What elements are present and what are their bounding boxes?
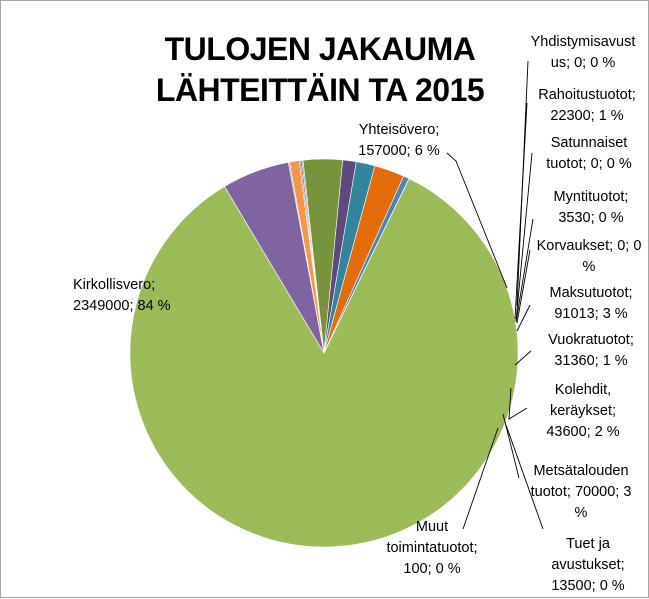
leader-line-metsätalouden-tuotot bbox=[502, 413, 520, 479]
data-label-line: Rahoitustuotot; bbox=[538, 87, 636, 103]
data-label-metsätalouden-tuotot: Metsätalouden tuotot; 70000; 3% bbox=[531, 463, 632, 521]
data-label-line: Yhdistymisavust bbox=[531, 34, 636, 50]
leader-line-myntituotot bbox=[515, 218, 534, 323]
chart-title-line-1: TULOJEN JAKAUMA bbox=[165, 31, 476, 67]
data-label-line: Yhteisövero; bbox=[359, 122, 440, 138]
data-label-line: Myntituotot; bbox=[554, 189, 629, 205]
data-label-line: Tuet ja bbox=[566, 536, 611, 552]
data-label-line: 157000; 6 % bbox=[358, 143, 440, 159]
leader-line-maksutuotot bbox=[516, 304, 531, 332]
data-label-line: 2349000; 84 % bbox=[73, 298, 171, 314]
data-label-kirkollisvero: Kirkollisvero; 2349000; 84 % bbox=[73, 277, 171, 314]
slices-layer bbox=[129, 158, 519, 548]
data-label-yhdistymisavustus: Yhdistymisavust us; 0; 0 % bbox=[531, 34, 636, 71]
data-label-line: 13500; 0 % bbox=[551, 578, 624, 594]
leader-line-muut-toimintatuotot bbox=[462, 427, 499, 530]
leader-line-kolehdit-keräykset bbox=[508, 387, 528, 420]
data-label-line: 91013; 3 % bbox=[554, 306, 627, 322]
data-label-line: toimintatuotot; bbox=[386, 540, 477, 556]
data-label-line: tuotot; 70000; 3 bbox=[531, 484, 632, 500]
data-label-maksutuotot: Maksutuotot; 91013; 3 % bbox=[549, 285, 632, 322]
data-label-line: us; 0; 0 % bbox=[551, 55, 616, 71]
data-label-line: Muut bbox=[416, 519, 448, 535]
leader-line-yhteisövero bbox=[446, 152, 508, 289]
data-label-line: Vuokratuotot; bbox=[548, 332, 634, 348]
chart-title-line-2: LÄHTEITTÄIN TA 2015 bbox=[156, 72, 484, 108]
data-label-yhteisövero: Yhteisövero; 157000; 6 % bbox=[358, 122, 440, 159]
data-label-vuokratuotot: Vuokratuotot; 31360; 1 % bbox=[548, 332, 634, 369]
data-label-line: 3530; 0 % bbox=[558, 210, 623, 226]
data-label-line: 43600; 2 % bbox=[546, 424, 619, 440]
data-label-line: Korvaukset; 0; 0 bbox=[537, 238, 642, 254]
data-label-satunnaiset-tuotot: Satunnaiset tuotot; 0; 0 % bbox=[546, 135, 632, 172]
data-label-tuet-ja-avustukset: Tuet ja avustukset; 13500; 0 % bbox=[551, 536, 624, 594]
labels-layer: Kirkollisvero; 2349000; 84 % Yhteisövero; 1… bbox=[73, 34, 641, 594]
leader-line-tuet-ja-avustukset bbox=[505, 424, 544, 530]
data-label-line: avustukset; bbox=[551, 557, 624, 573]
data-label-line: keräykset; bbox=[550, 403, 616, 419]
pie-slice-muut-toimintatuotot bbox=[323, 178, 410, 354]
leader-line-rahoitustuotot bbox=[514, 102, 528, 320]
data-label-muut-toimintatuotot: Muut toimintatuotot; 100; 0 % bbox=[386, 519, 477, 577]
data-label-line: Kolehdit, bbox=[555, 382, 611, 398]
leader-line-satunnaiset-tuotot bbox=[515, 152, 533, 322]
data-label-myntituotot: Myntituotot; 3530; 0 % bbox=[554, 189, 629, 226]
data-label-line: tuotot; 0; 0 % bbox=[546, 156, 632, 172]
data-label-korvaukset: Korvaukset; 0; 0% bbox=[537, 238, 642, 275]
data-label-line: % bbox=[575, 505, 588, 521]
leader-line-vuokratuotot bbox=[514, 350, 532, 366]
data-label-rahoitustuotot: Rahoitustuotot; 22300; 1 % bbox=[538, 87, 636, 124]
chart-title: TULOJEN JAKAUMA LÄHTEITTÄIN TA 2015 bbox=[156, 31, 485, 108]
data-label-line: Satunnaiset bbox=[551, 135, 628, 151]
data-label-kolehdit-keräykset: Kolehdit, keräykset; 43600; 2 % bbox=[546, 382, 619, 440]
leader-line-korvaukset bbox=[516, 249, 531, 324]
data-label-line: % bbox=[583, 259, 596, 275]
data-label-line: Metsätalouden bbox=[533, 463, 628, 479]
data-label-line: 22300; 1 % bbox=[550, 108, 623, 124]
data-label-line: 100; 0 % bbox=[403, 561, 460, 577]
data-label-line: 31360; 1 % bbox=[554, 353, 627, 369]
leaders-layer bbox=[446, 60, 544, 530]
data-label-line: Maksutuotot; bbox=[549, 285, 632, 301]
data-label-line: Kirkollisvero; bbox=[73, 277, 155, 293]
pie-slice-kirkollisvero bbox=[129, 178, 519, 548]
